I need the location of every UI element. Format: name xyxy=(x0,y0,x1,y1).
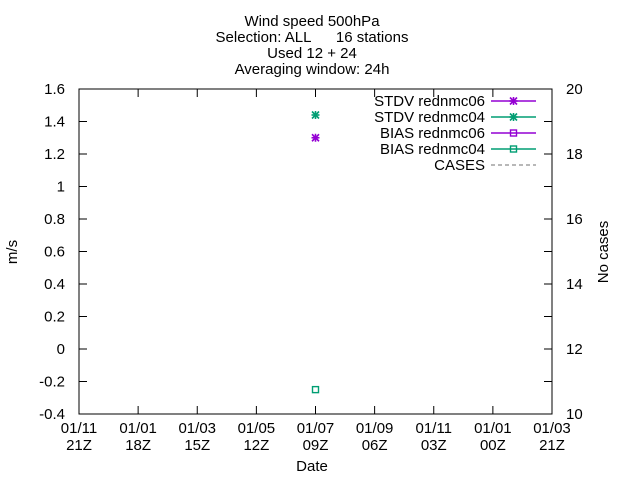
y2-tick-label: 18 xyxy=(566,146,583,163)
title-line: Selection: ALL 16 stations xyxy=(216,29,409,46)
legend-label: BIAS rednmc04 xyxy=(380,141,485,158)
y2-axis: 10 12 14 16 18 20 xyxy=(566,81,583,423)
x-tick-hour: 15Z xyxy=(184,437,210,454)
y-tick-label: 1 xyxy=(57,179,65,196)
data-points xyxy=(311,110,320,394)
y-tick-label: 0 xyxy=(57,341,65,358)
legend-label: CASES xyxy=(434,157,485,174)
y-tick-label: -0.4 xyxy=(39,406,65,423)
title-line: Wind speed 500hPa xyxy=(244,13,380,30)
x-tick-date: 01/01 xyxy=(119,420,157,437)
legend-label: STDV rednmc04 xyxy=(374,109,485,126)
x-tick-date: 01/05 xyxy=(238,420,276,437)
legend-marker xyxy=(509,129,518,137)
title-line: Used 12 + 24 xyxy=(267,45,357,62)
y-axis-label: m/s xyxy=(4,240,21,264)
y-tick-label: 1.6 xyxy=(44,81,65,98)
x-tick-hour: 21Z xyxy=(539,437,565,454)
x-axis: 01/1121Z01/0118Z01/0315Z01/0512Z01/0709Z… xyxy=(61,89,571,454)
x-tick-date: 01/03 xyxy=(178,420,216,437)
y-tick-label: 1.4 xyxy=(44,114,65,131)
x-tick-date: 01/09 xyxy=(356,420,394,437)
x-tick-date: 01/07 xyxy=(297,420,335,437)
y-tick-label: 1.2 xyxy=(44,146,65,163)
x-tick-date: 01/03 xyxy=(533,420,571,437)
y-axis: -0.4 -0.2 0 0.2 0.4 0.6 0.8 1 1.2 1.4 1.6 xyxy=(39,81,552,423)
y-tick-label: -0.2 xyxy=(39,374,65,391)
x-tick-hour: 03Z xyxy=(421,437,447,454)
legend-marker xyxy=(509,96,518,106)
legend-marker xyxy=(509,145,518,153)
y2-tick-label: 16 xyxy=(566,211,583,228)
y-tick-label: 0.6 xyxy=(44,244,65,261)
y-tick-label: 0.2 xyxy=(44,309,65,326)
y2-tick-label: 10 xyxy=(566,406,583,423)
x-tick-hour: 12Z xyxy=(243,437,269,454)
x-tick-date: 01/11 xyxy=(61,420,97,437)
x-tick-hour: 00Z xyxy=(480,437,506,454)
data-point xyxy=(311,133,320,142)
title-line: Averaging window: 24h xyxy=(235,61,390,78)
data-point xyxy=(311,110,320,120)
x-tick-hour: 06Z xyxy=(362,437,388,454)
x-axis-label: Date xyxy=(296,458,328,475)
y2-tick-label: 20 xyxy=(566,81,583,98)
y-tick-label: 0.4 xyxy=(44,276,65,293)
legend-label: STDV rednmc06 xyxy=(374,93,485,110)
x-tick-hour: 21Z xyxy=(66,437,92,454)
x-tick-date: 01/01 xyxy=(474,420,512,437)
x-tick-date: 01/11 xyxy=(416,420,452,437)
y2-tick-label: 14 xyxy=(566,276,583,293)
legend-label: BIAS rednmc06 xyxy=(380,125,485,142)
y2-axis-label: No cases xyxy=(595,221,612,284)
x-tick-hour: 09Z xyxy=(303,437,329,454)
legend-marker xyxy=(509,112,518,122)
data-point xyxy=(311,385,320,394)
x-tick-hour: 18Z xyxy=(125,437,151,454)
y-tick-label: 0.8 xyxy=(44,211,65,228)
y2-tick-label: 12 xyxy=(566,341,583,358)
